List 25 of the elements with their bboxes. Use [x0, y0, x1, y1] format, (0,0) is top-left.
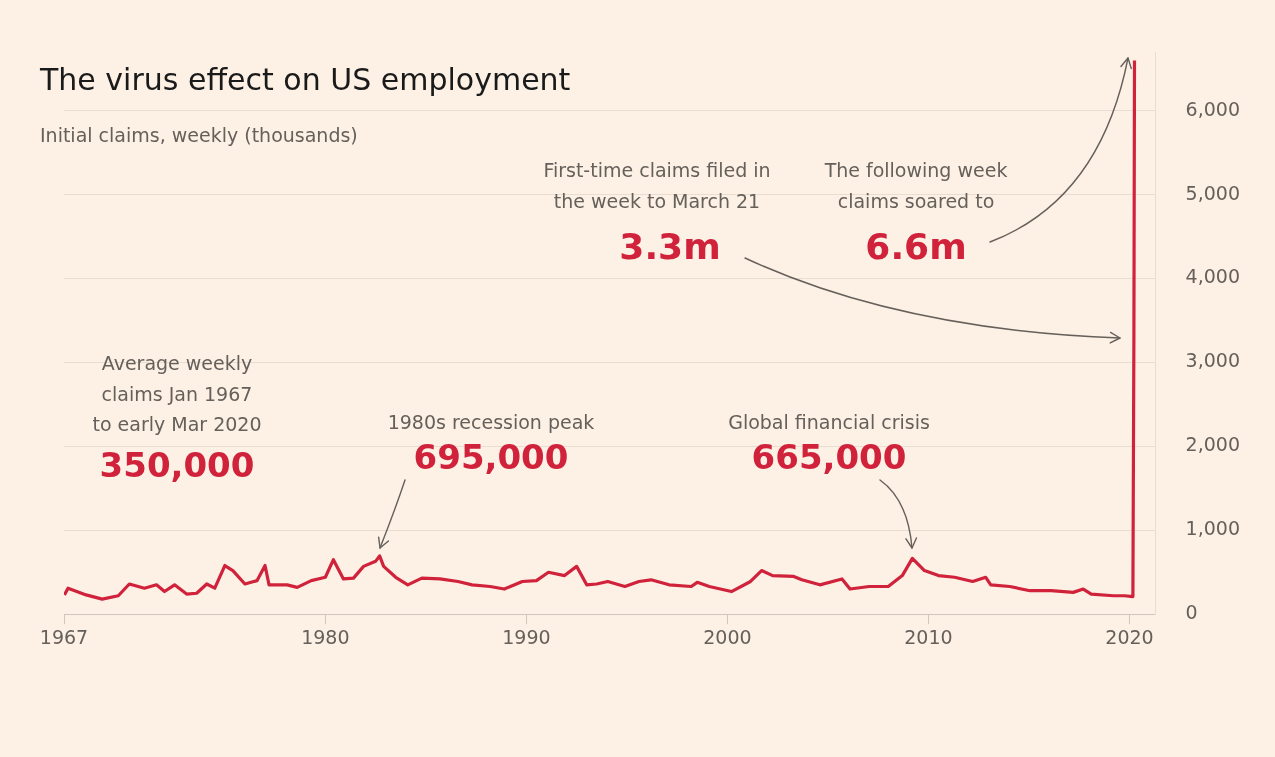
annotation: Global financial crisis	[728, 410, 930, 433]
annotation: 1980s recession peak	[387, 410, 595, 433]
x-tick-label: 1990	[502, 625, 551, 648]
annotation: First-time claims filed in the week to March 21	[543, 158, 771, 212]
annotation: The following week claims soared to	[823, 158, 1008, 212]
x-tick-label: 2020	[1105, 625, 1154, 648]
x-tick-label: 2000	[703, 625, 752, 648]
y-tick-label: 0	[1185, 601, 1198, 624]
annotation: 6.6m	[865, 226, 967, 268]
annotation: 665,000	[751, 436, 907, 477]
y-tick-label: 3,000	[1185, 349, 1241, 372]
annotation: 695,000	[413, 436, 569, 477]
x-tick-label: 1980	[301, 625, 350, 648]
y-tick-label: 2,000	[1185, 433, 1241, 456]
y-tick-label: 4,000	[1185, 265, 1241, 288]
y-tick-label: 6,000	[1185, 97, 1241, 120]
annotation: 3.3m	[619, 226, 721, 268]
chart-title: The virus effect on US employment	[40, 62, 571, 97]
x-tick-label: 1967	[39, 625, 89, 648]
annotation: 350,000	[99, 444, 255, 485]
annotation: Average weekly claims Jan 1967 to early Mar 2020	[92, 351, 262, 436]
y-tick-label: 5,000	[1185, 181, 1241, 204]
x-tick-label: 2010	[904, 625, 953, 648]
y-tick-label: 1,000	[1185, 517, 1241, 540]
text: Initial claims, weekly (thousands)	[40, 124, 358, 146]
